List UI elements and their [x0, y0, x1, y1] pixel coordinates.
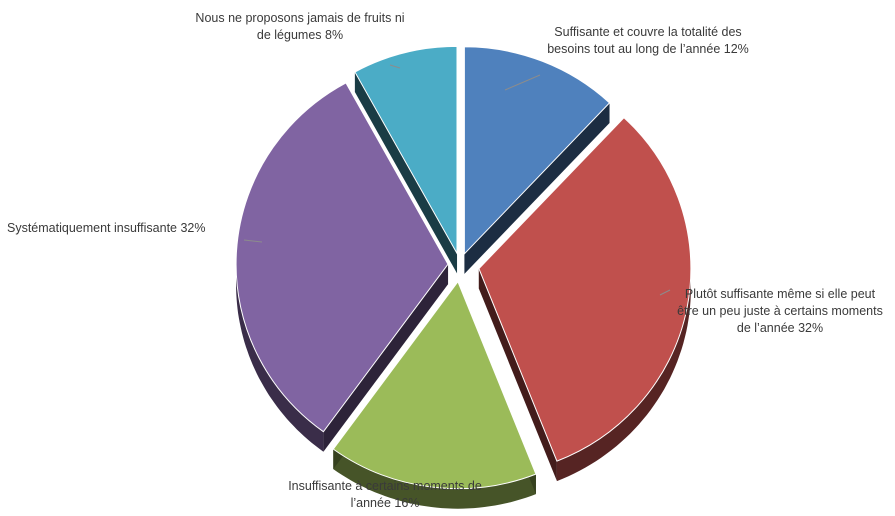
- pie-slice-3: [332, 280, 537, 490]
- pie-slice-1: [463, 46, 611, 256]
- slice-label-4: Systématiquement insuffisante 32%: [7, 221, 206, 235]
- slice-side-1-end: [464, 102, 610, 274]
- pie-slice-2: [478, 117, 692, 462]
- pie-top-layer: [235, 45, 692, 490]
- slice-label-1: Suffisante et couvre la totalité des beso…: [547, 25, 749, 56]
- leader-lines: [243, 64, 671, 296]
- slice-label-2: Plutôt suffisante même si elle peut être …: [677, 287, 883, 335]
- pie-slice-5: [354, 45, 458, 256]
- slice-depth-4: [236, 264, 324, 452]
- leader-line-2: [659, 289, 671, 296]
- leader-line-4: [243, 239, 263, 243]
- slice-side-2-end: [478, 268, 557, 482]
- slice-side-4-start: [323, 264, 449, 452]
- slice-depth-2: [556, 268, 691, 482]
- leader-line-5: [389, 64, 401, 69]
- slice-label-5: Nous ne proposons jamais de fruits ni de …: [195, 11, 404, 42]
- pie-slice-4: [235, 82, 449, 433]
- leader-line-1: [504, 74, 541, 91]
- slice-labels: Suffisante et couvre la totalité des beso…: [7, 11, 883, 510]
- slice-depth-3: [333, 449, 536, 509]
- slice-label-3: Insuffisante à certains moments de l’anné…: [288, 479, 482, 510]
- slice-side-5-start: [354, 71, 458, 274]
